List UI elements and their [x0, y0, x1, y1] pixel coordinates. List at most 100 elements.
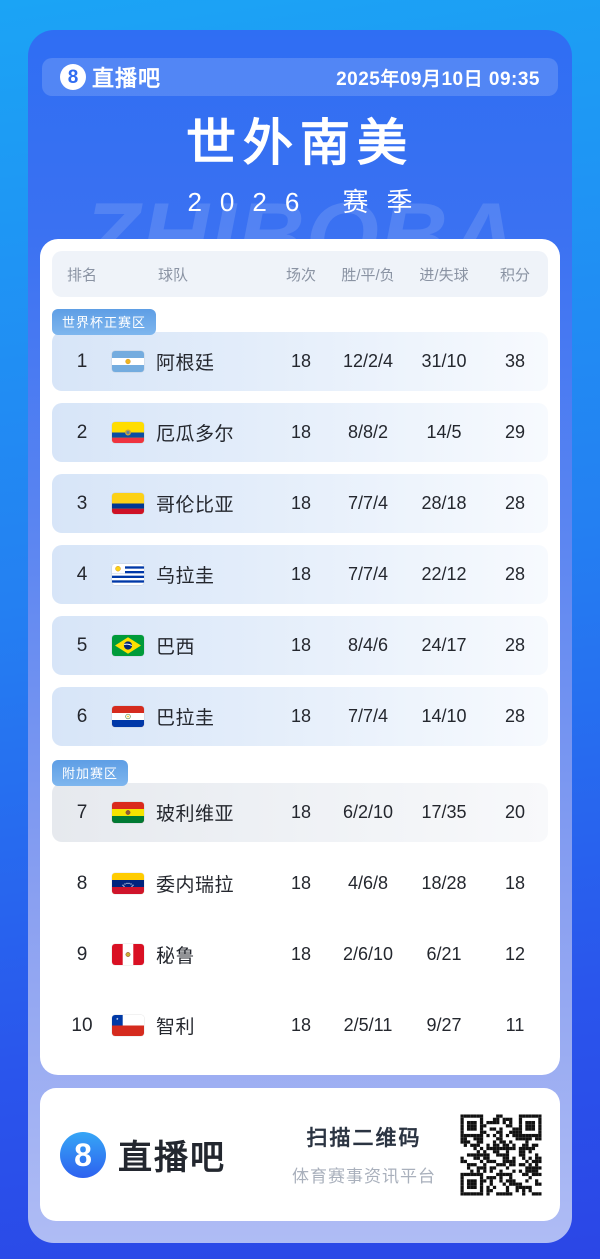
played-value: 18: [290, 564, 312, 584]
rank-value: 10: [71, 1014, 93, 1036]
season-subtitle: 2026 赛季: [187, 187, 431, 217]
goals-value: 14/10: [421, 706, 467, 726]
qr-code: [454, 1107, 548, 1202]
brazil-flag-icon: [112, 635, 144, 656]
hero: 世外南美 2026 赛季: [28, 114, 572, 219]
table-row[interactable]: 3 哥伦比亚 18 7/7/4 28/18 28: [52, 474, 548, 533]
zone-badge: 附加赛区: [52, 760, 129, 786]
points-value: 28: [504, 635, 526, 655]
goals-value: 24/17: [421, 635, 467, 655]
table-body: 世界杯正赛区 1 阿根廷 18 12/2/4 31/10 38 2 厄瓜多尔 18 8/8/2 14/…: [52, 307, 548, 1055]
goals-value: 31/10: [421, 351, 467, 371]
wdl-value: 8/8/2: [347, 422, 389, 442]
table-row[interactable]: 2 厄瓜多尔 18 8/8/2 14/5 29: [52, 403, 548, 462]
team-cell: 巴拉圭: [112, 703, 272, 730]
venezuela-flag-icon: [112, 873, 144, 894]
table-row[interactable]: 6 巴拉圭 18 7/7/4 14/10 28: [52, 687, 548, 746]
table-row[interactable]: 10 智利 18 2/5/11 9/27 11: [52, 996, 548, 1055]
team-name: 厄瓜多尔: [156, 424, 235, 445]
table-row[interactable]: 7 玻利维亚 18 6/2/10 17/35 20: [52, 783, 548, 842]
points-value: 12: [504, 944, 526, 964]
share-card-panel: ZHIBOBA 8 直播吧 2025年09月10日 09:35 世外南美 202…: [28, 30, 572, 1243]
zone-badge: 世界杯正赛区: [52, 309, 157, 335]
rank-value: 7: [76, 801, 88, 823]
team-cell: 委内瑞拉: [112, 870, 272, 897]
team-cell: 乌拉圭: [112, 561, 272, 588]
goals-value: 17/35: [421, 802, 467, 822]
wdl-value: 7/7/4: [347, 706, 389, 726]
scan-hint: 扫描二维码 体育赛事资讯平台: [292, 1122, 436, 1187]
team-cell: 巴西: [112, 632, 272, 659]
team-cell: 厄瓜多尔: [112, 419, 272, 446]
team-name: 阿根廷: [156, 353, 215, 374]
goals-value: 14/5: [426, 422, 462, 442]
scan-subtitle: 体育赛事资讯平台: [292, 1167, 436, 1186]
col-goals: 进/失球: [419, 266, 469, 284]
table-header-row: 排名 球队 场次 胜/平/负 进/失球 积分: [52, 251, 548, 297]
points-value: 28: [504, 493, 526, 513]
table-row[interactable]: 9 秘鲁 18 2/6/10 6/21 12: [52, 925, 548, 984]
rank-value: 4: [76, 563, 88, 585]
zhibo8-logo-icon: 8: [60, 64, 86, 90]
rank-value: 1: [76, 350, 88, 372]
table-row[interactable]: 5 巴西 18 8/4/6 24/17 28: [52, 616, 548, 675]
topbar: 8 直播吧 2025年09月10日 09:35: [42, 58, 558, 96]
rank-value: 8: [76, 872, 88, 894]
played-value: 18: [290, 802, 312, 822]
points-value: 28: [504, 706, 526, 726]
played-value: 18: [290, 873, 312, 893]
col-wdl: 胜/平/负: [341, 266, 395, 284]
team-name: 巴拉圭: [156, 708, 215, 729]
points-value: 29: [504, 422, 526, 442]
team-name: 委内瑞拉: [156, 875, 235, 896]
team-name: 智利: [156, 1017, 196, 1038]
rank-value: 5: [76, 634, 88, 656]
team-name: 哥伦比亚: [156, 495, 235, 516]
rank-value: 6: [76, 705, 88, 727]
played-value: 18: [290, 944, 312, 964]
colombia-flag-icon: [112, 493, 144, 514]
rank-value: 3: [76, 492, 88, 514]
played-value: 18: [290, 706, 312, 726]
points-value: 18: [504, 873, 526, 893]
team-cell: 玻利维亚: [112, 799, 272, 826]
col-rank: 排名: [66, 266, 97, 284]
datetime-label: 2025年09月10日 09:35: [336, 68, 540, 90]
wdl-value: 6/2/10: [342, 802, 394, 822]
played-value: 18: [290, 351, 312, 371]
wdl-value: 7/7/4: [347, 493, 389, 513]
col-played: 场次: [285, 266, 316, 284]
ecuador-flag-icon: [112, 422, 144, 443]
goals-value: 18/28: [421, 873, 467, 893]
zhibo8-logo-text: 直播吧: [118, 1139, 226, 1177]
footer: 8 直播吧 扫描二维码 体育赛事资讯平台: [40, 1088, 560, 1221]
goals-value: 9/27: [426, 1015, 462, 1035]
played-value: 18: [290, 635, 312, 655]
chile-flag-icon: [112, 1015, 144, 1036]
team-name: 玻利维亚: [156, 804, 235, 825]
table-row[interactable]: 1 阿根廷 18 12/2/4 31/10 38: [52, 332, 548, 391]
col-points: 积分: [499, 266, 530, 284]
played-value: 18: [290, 493, 312, 513]
played-value: 18: [290, 422, 312, 442]
goals-value: 22/12: [421, 564, 467, 584]
standings-table: 排名 球队 场次 胜/平/负 进/失球 积分 世界杯正赛区 1 阿根廷 18 12/2/…: [40, 239, 560, 1075]
team-name: 巴西: [156, 637, 196, 658]
zhibo8-logo-text: 直播吧: [92, 66, 162, 91]
argentina-flag-icon: [112, 351, 144, 372]
team-cell: 阿根廷: [112, 348, 272, 375]
team-name: 乌拉圭: [156, 566, 215, 587]
table-row[interactable]: 4 乌拉圭 18 7/7/4 22/12 28: [52, 545, 548, 604]
wdl-value: 4/6/8: [347, 873, 389, 893]
col-team: 球队: [158, 266, 189, 284]
table-row[interactable]: 8 委内瑞拉 18 4/6/8 18/28 18: [52, 854, 548, 913]
wdl-value: 7/7/4: [347, 564, 389, 584]
paraguay-flag-icon: [112, 706, 144, 727]
wdl-value: 2/5/11: [343, 1015, 393, 1035]
bolivia-flag-icon: [112, 802, 144, 823]
wdl-value: 2/6/10: [342, 944, 394, 964]
uruguay-flag-icon: [112, 564, 144, 585]
points-value: 38: [504, 351, 526, 371]
scan-title: 扫描二维码: [306, 1127, 422, 1150]
page-title: 世外南美: [186, 115, 414, 171]
